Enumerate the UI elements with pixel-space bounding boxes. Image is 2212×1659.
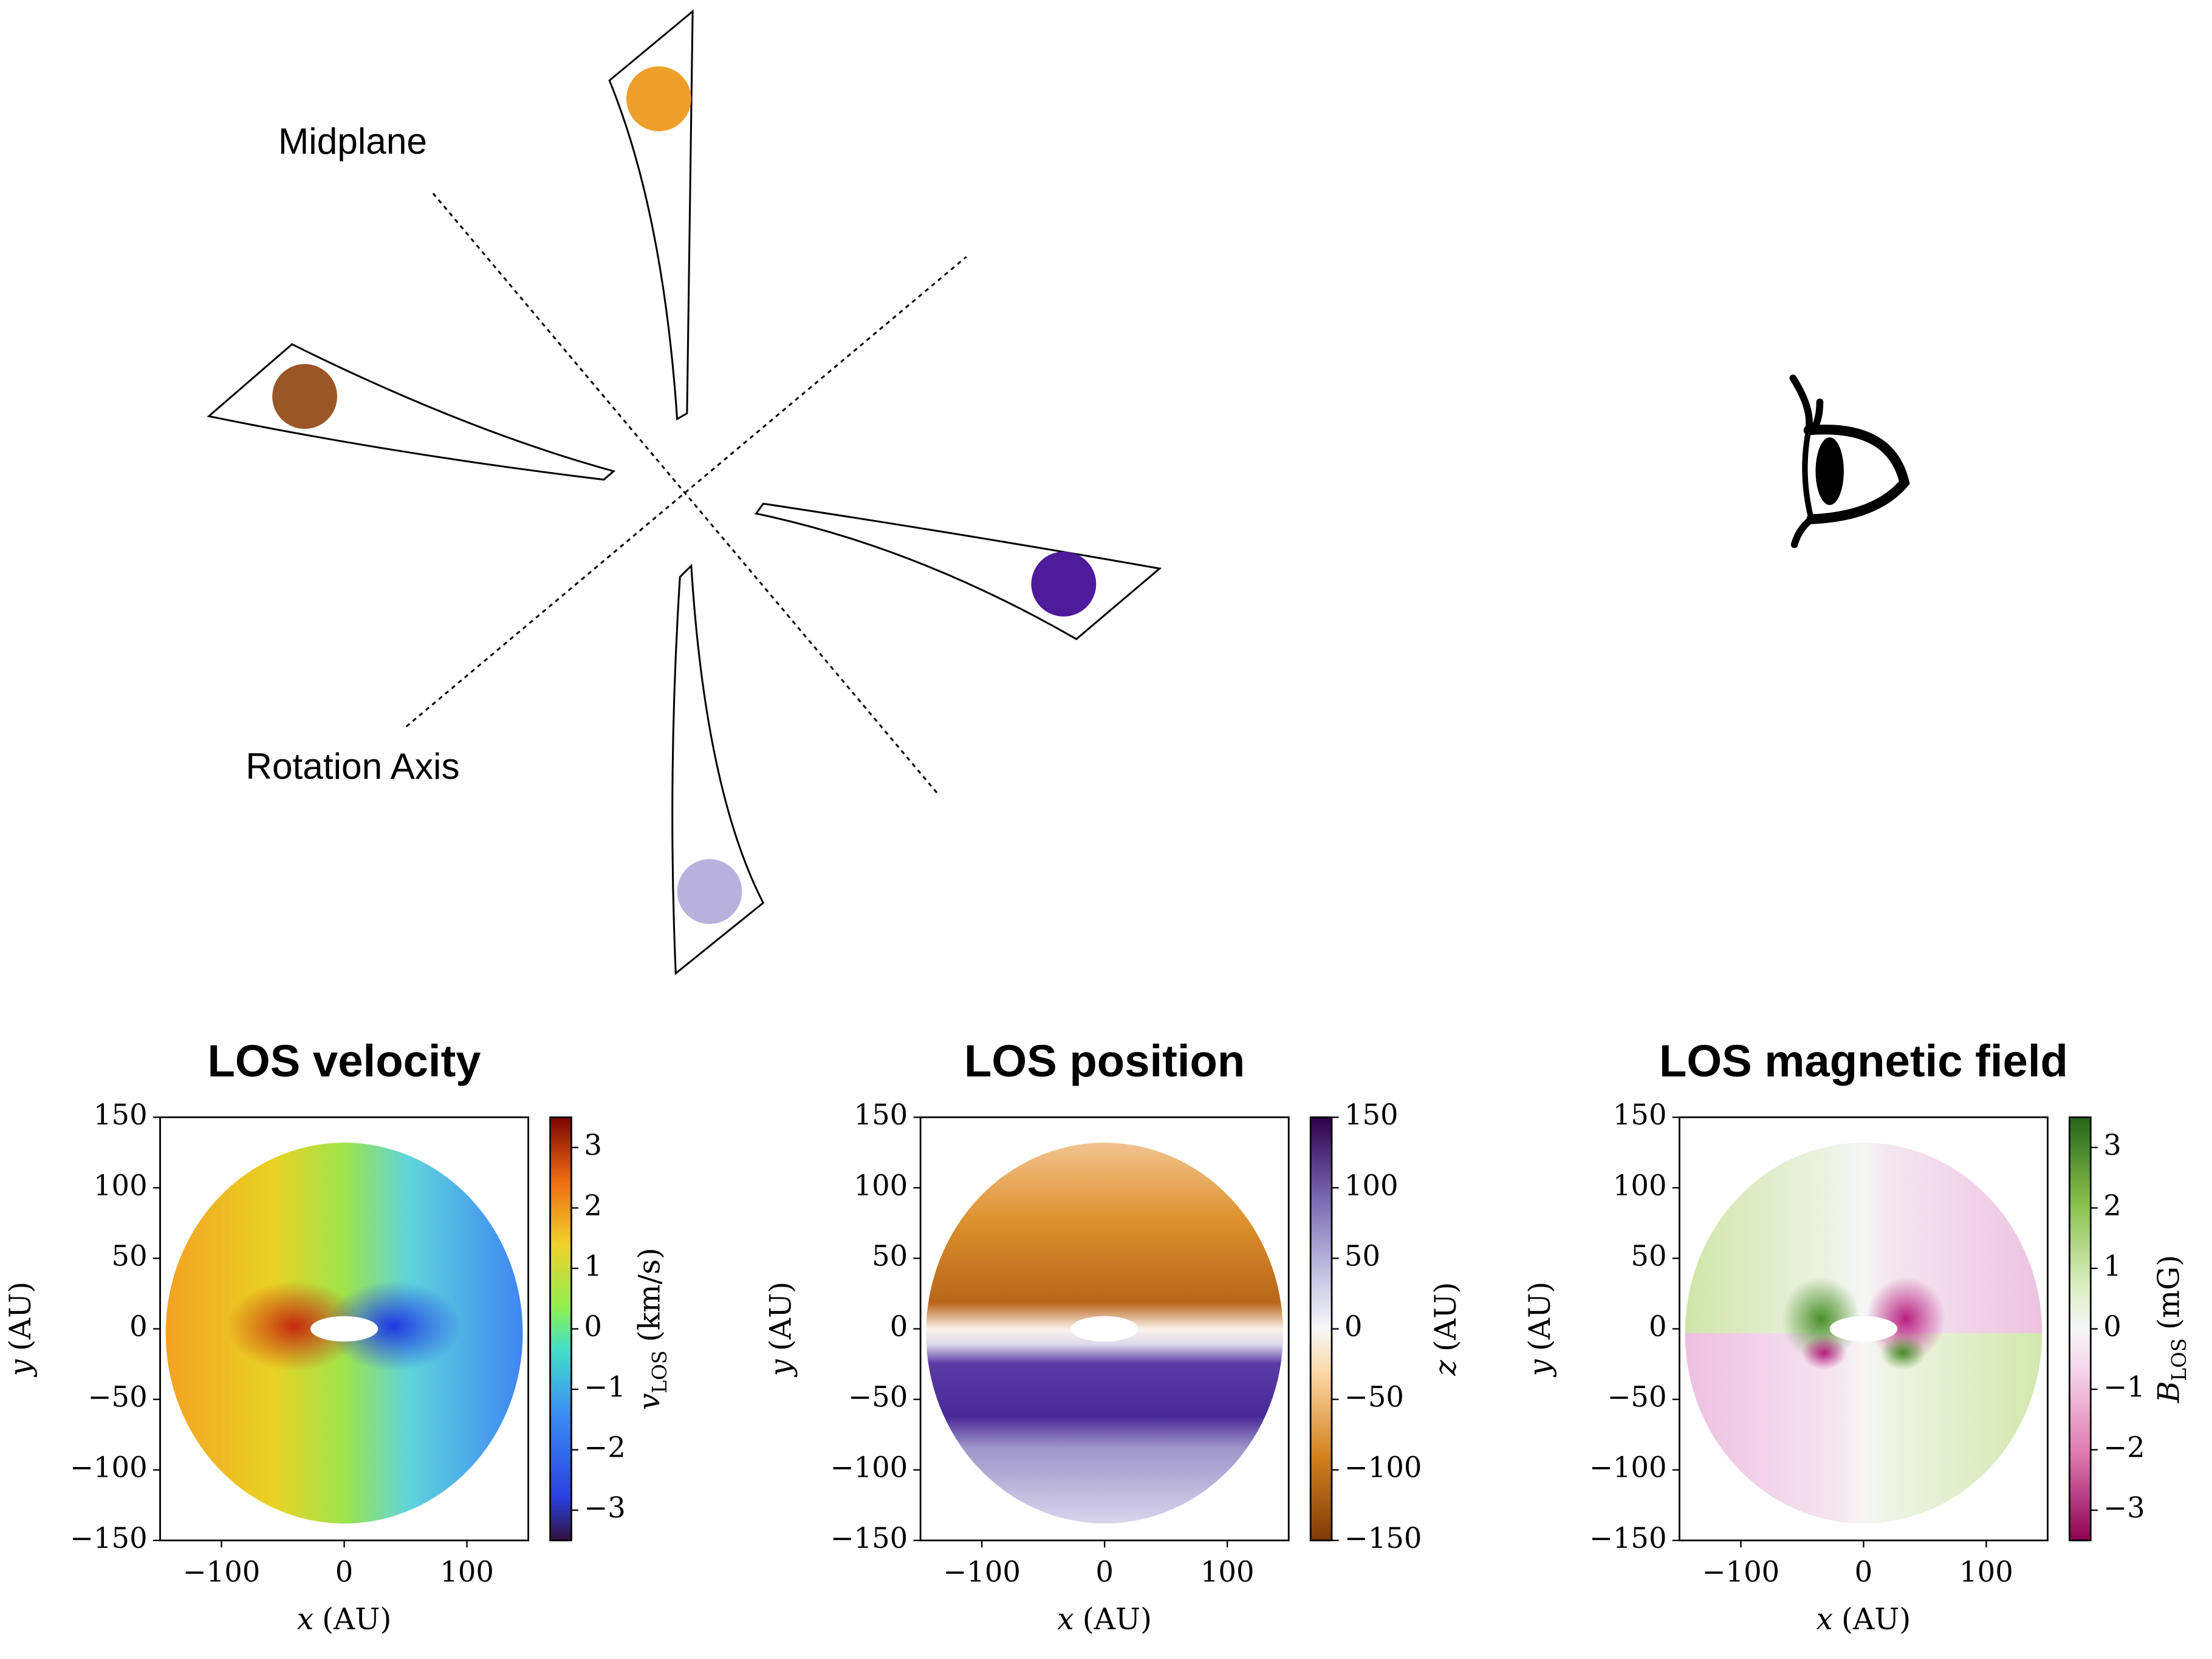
panel-title: LOS position	[964, 1036, 1245, 1086]
particle	[677, 859, 742, 925]
y-tick-label: 150	[94, 1098, 148, 1131]
y-tick-label: 100	[94, 1169, 148, 1202]
colorbar-label: z(AU)	[1429, 1282, 1463, 1377]
y-tick-label: 0	[1649, 1310, 1667, 1343]
x-tick-label: −100	[1702, 1556, 1780, 1589]
geometry-diagram	[207, 9, 1162, 976]
panel-title: LOS magnetic field	[1659, 1036, 2068, 1086]
rotation-axis-line	[405, 256, 967, 728]
colorbar-tick-label: −1	[584, 1370, 625, 1403]
y-tick-label: −150	[70, 1522, 148, 1555]
eye-icon	[1789, 374, 1910, 549]
colorbar	[1309, 1116, 1333, 1542]
midplane-label: Midplane	[278, 120, 427, 162]
colorbar	[549, 1116, 572, 1542]
panel: LOS velocity −100 0 100 −150 −100 −50 0 50 100 150…	[4, 1036, 671, 1637]
y-tick-label: 50	[872, 1239, 908, 1272]
y-tick-label: 0	[890, 1310, 908, 1343]
x-tick-label: −100	[943, 1556, 1021, 1589]
y-tick-label: 100	[1613, 1169, 1667, 1202]
particle-field	[1685, 1142, 2043, 1524]
colorbar-tick-label: 100	[1344, 1169, 1399, 1202]
colorbar-tick-label: 1	[2103, 1250, 2121, 1282]
colorbar-tick-label: −50	[1344, 1381, 1404, 1414]
x-tick-label: 100	[440, 1556, 494, 1589]
midplane-line	[432, 193, 939, 795]
y-tick-label: 50	[1631, 1239, 1666, 1272]
colorbar-tick-label: 150	[1344, 1098, 1399, 1131]
particle	[626, 66, 691, 132]
y-tick-label: 150	[1613, 1098, 1667, 1131]
colorbar-tick-label: −100	[1344, 1451, 1422, 1484]
wedge	[207, 343, 616, 481]
rotation-axis-label: Rotation Axis	[245, 745, 459, 787]
wedge	[755, 502, 1162, 640]
y-axis-label: y(AU)	[4, 1282, 38, 1378]
y-tick-label: 50	[112, 1239, 148, 1272]
y-tick-label: −150	[830, 1522, 908, 1555]
x-axis-label: x (AU)	[297, 1603, 392, 1637]
colorbar-tick-label: −150	[1344, 1522, 1422, 1555]
y-tick-label: −50	[1608, 1381, 1667, 1414]
y-axis-label: y(AU)	[764, 1282, 798, 1378]
colorbar-tick-label: 1	[584, 1250, 602, 1282]
x-axis-label: x (AU)	[1057, 1603, 1152, 1637]
colorbar-tick-label: 2	[584, 1189, 602, 1222]
colorbar-tick-label: −3	[2103, 1491, 2145, 1524]
y-tick-label: −150	[1589, 1522, 1667, 1555]
x-tick-label: 100	[1959, 1556, 2013, 1589]
y-tick-label: −50	[848, 1381, 908, 1414]
y-tick-label: 150	[854, 1098, 908, 1131]
colorbar-tick-label: −2	[584, 1431, 625, 1464]
colorbar-tick-label: −3	[584, 1491, 625, 1524]
x-tick-label: 0	[1855, 1556, 1873, 1589]
colorbar-tick-label: 3	[2103, 1129, 2121, 1161]
colorbar-tick-label: −2	[2103, 1431, 2145, 1464]
y-tick-label: −100	[70, 1451, 148, 1484]
colorbar-tick-label: 0	[1344, 1310, 1363, 1343]
y-tick-label: 100	[854, 1169, 908, 1202]
x-axis-label: x (AU)	[1817, 1603, 1911, 1637]
x-tick-label: 0	[335, 1556, 354, 1589]
particle-field	[165, 1142, 523, 1524]
colorbar-tick-label: 2	[2103, 1189, 2121, 1222]
colorbar-tick-label: −1	[2103, 1370, 2145, 1403]
colorbar-label: vLOS(km/s)	[633, 1248, 672, 1410]
y-axis-label: y(AU)	[1523, 1282, 1557, 1378]
panel-title: LOS velocity	[208, 1036, 481, 1086]
particle	[272, 364, 337, 429]
y-tick-label: −100	[830, 1451, 908, 1484]
x-tick-label: −100	[183, 1556, 261, 1589]
x-tick-label: 100	[1200, 1556, 1255, 1589]
colorbar-tick-label: 0	[584, 1310, 602, 1343]
panel: LOS magnetic field −100 0 100 −150 −100 −50 0 50…	[1523, 1036, 2191, 1637]
y-tick-label: −100	[1589, 1451, 1667, 1484]
y-tick-label: 0	[129, 1310, 148, 1343]
panel: LOS position −100 0 100 −150 −100 −50 0 50 100 150…	[764, 1036, 1464, 1637]
colorbar-tick-label: 3	[584, 1129, 602, 1161]
particle	[1031, 552, 1097, 617]
colorbar-tick-label: 0	[2103, 1310, 2121, 1343]
particle-field	[926, 1142, 1284, 1524]
colorbar-tick-label: 50	[1344, 1239, 1380, 1272]
y-tick-label: −50	[88, 1381, 148, 1414]
x-tick-label: 0	[1095, 1556, 1114, 1589]
colorbar-label: BLOS(mG)	[2152, 1255, 2191, 1403]
colorbar	[2069, 1116, 2092, 1542]
